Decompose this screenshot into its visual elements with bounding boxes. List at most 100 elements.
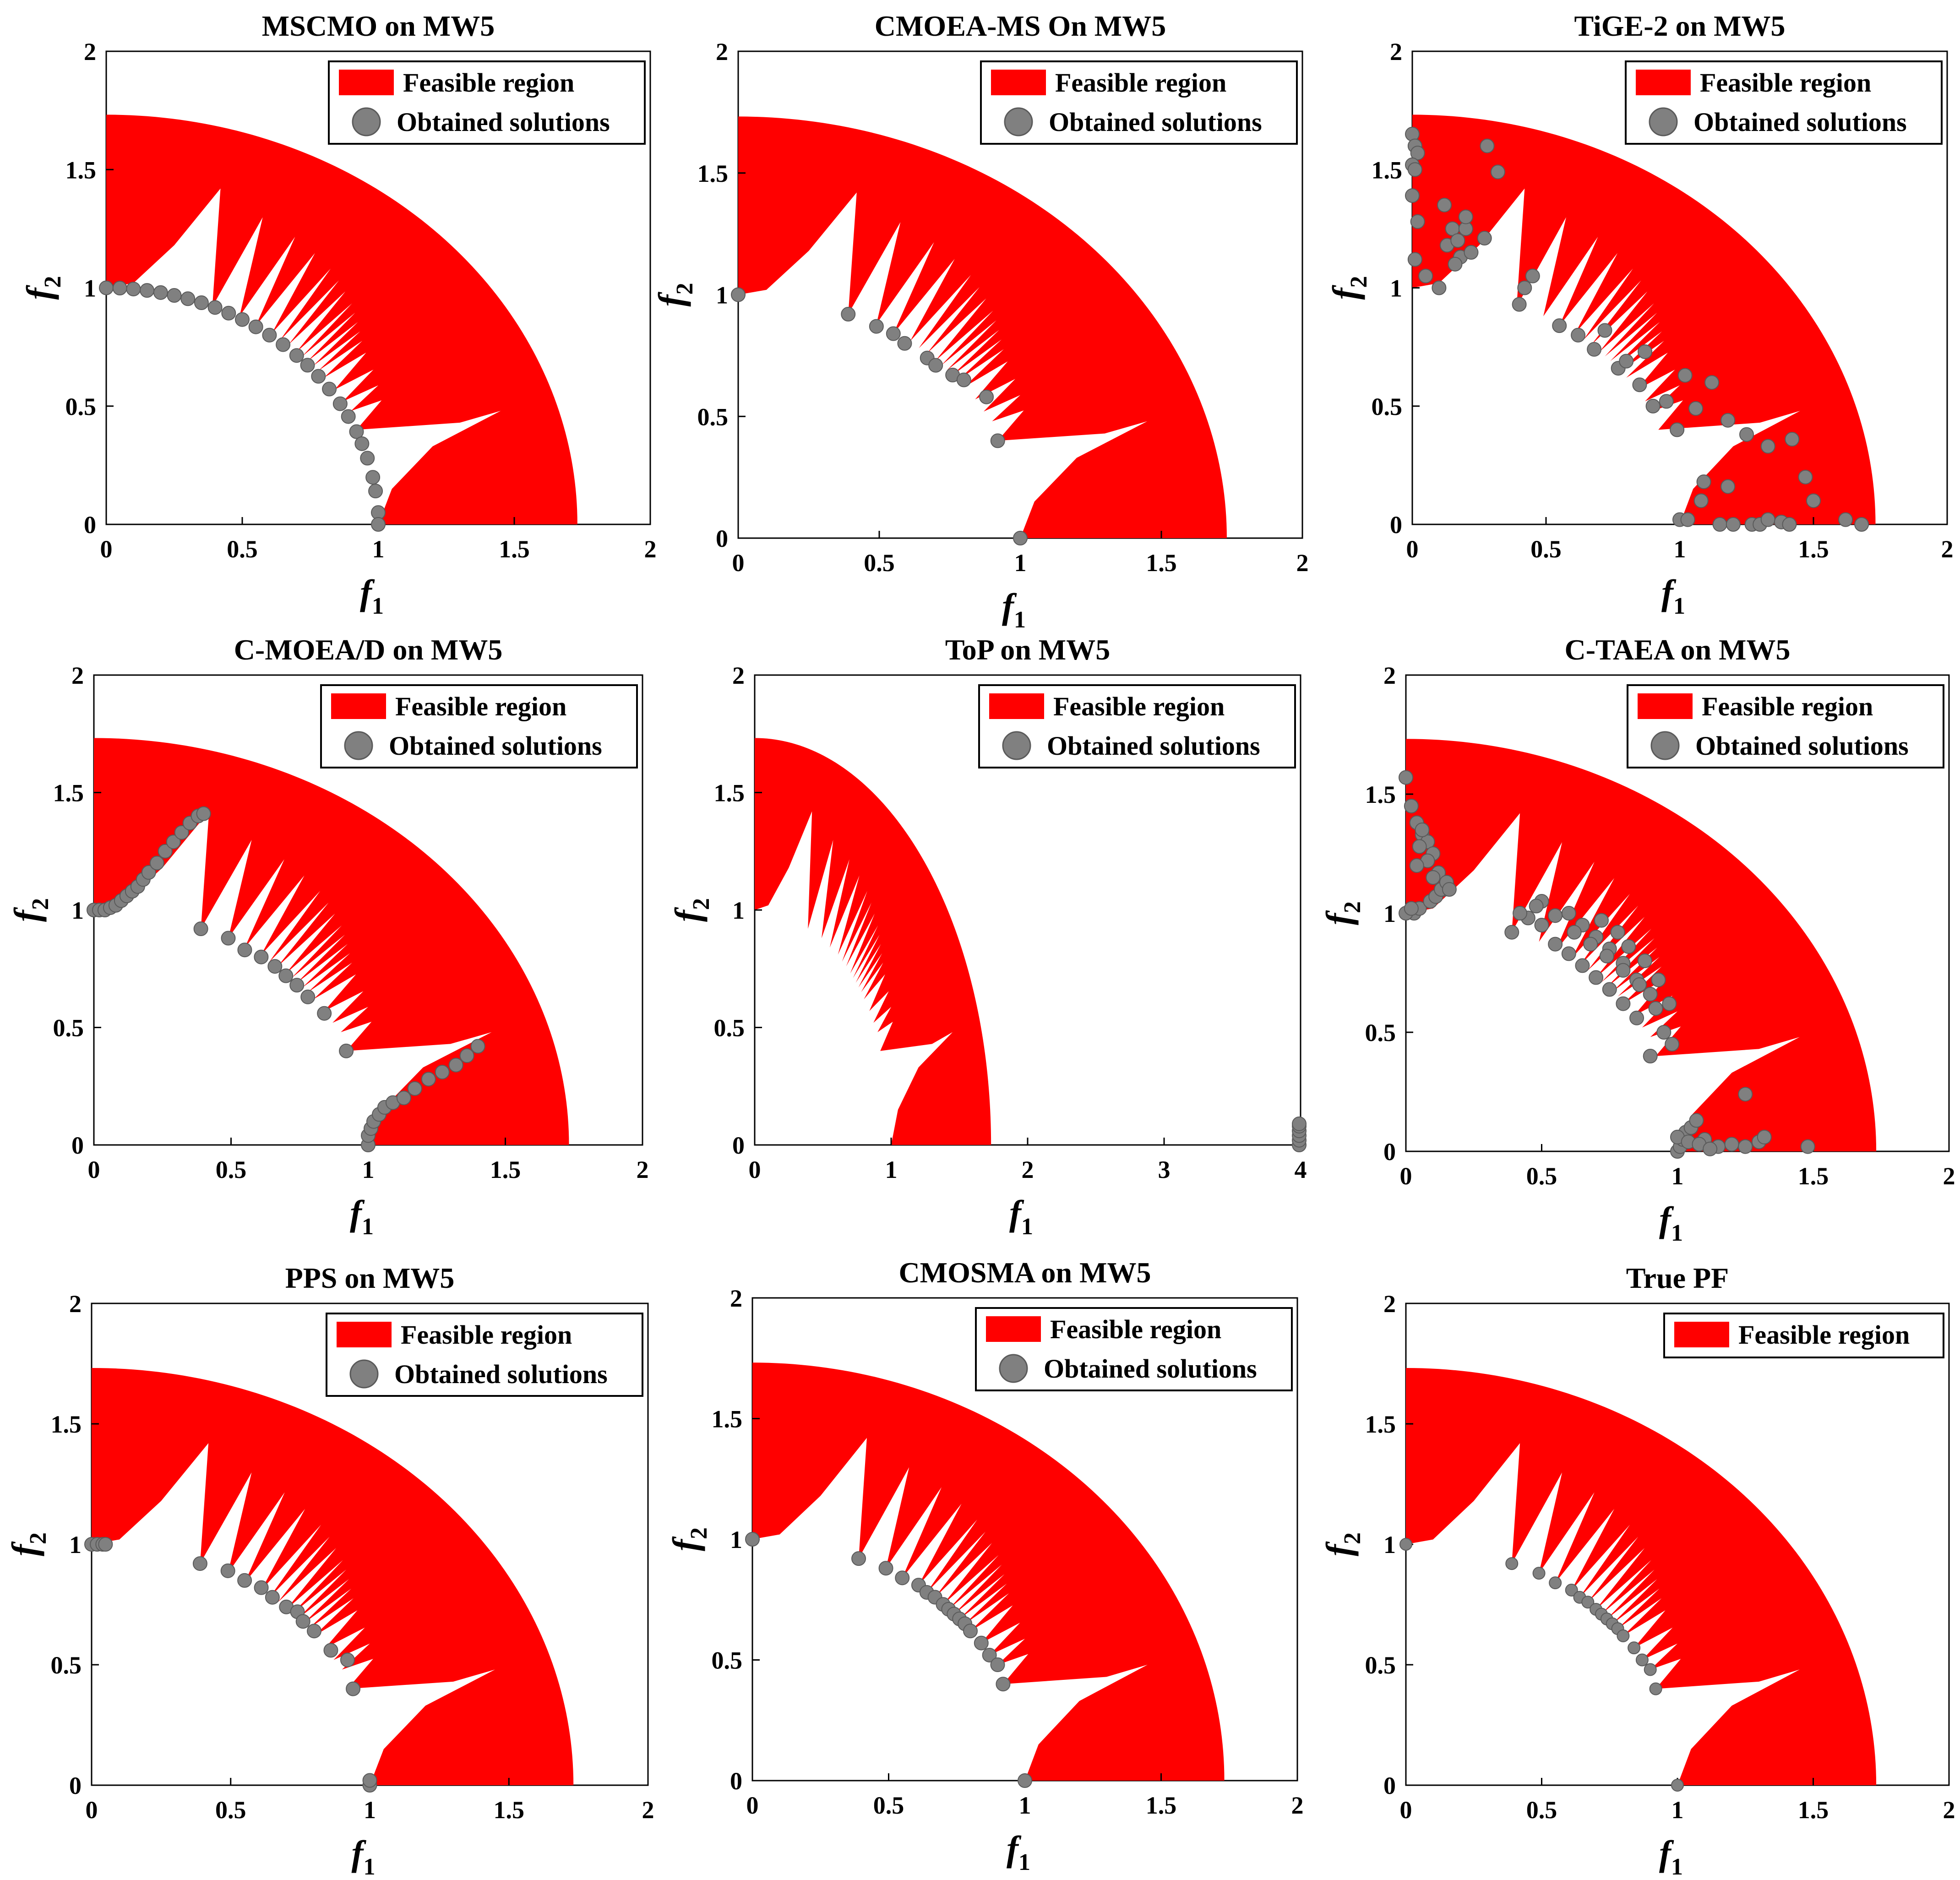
y-tick-label: 0 xyxy=(71,1132,84,1159)
solution-point xyxy=(1696,474,1711,490)
chart-title: TiGE-2 on MW5 xyxy=(1574,10,1785,42)
solution-point xyxy=(98,1537,113,1552)
y-tick-label: 1 xyxy=(732,897,745,924)
solution-point xyxy=(354,436,370,451)
chart-title: CMOSMA on MW5 xyxy=(898,1256,1151,1289)
solution-point xyxy=(1432,280,1447,295)
x-tick-label: 1.5 xyxy=(499,535,530,563)
y-tick-label: 2 xyxy=(1390,38,1402,65)
y-tick-label: 0.5 xyxy=(1365,1019,1396,1046)
pf-point xyxy=(1532,1567,1546,1580)
y-tick-label: 1 xyxy=(1390,275,1402,302)
solution-point xyxy=(1292,1116,1307,1131)
subplot-8: 0 0.5 1 1.5 2 0 0.5 1 1.5 2 CMOSMA on MW5 f1 f2 Feasi… xyxy=(665,1256,1304,1875)
x-tick-label: 0.5 xyxy=(1526,1796,1557,1824)
y-tick-label: 1 xyxy=(84,275,96,302)
solution-point xyxy=(346,1681,361,1696)
y-tick-label: 0 xyxy=(1383,1772,1396,1799)
solution-point xyxy=(1561,946,1576,961)
x-tick-label: 3 xyxy=(1158,1156,1171,1183)
solution-point xyxy=(192,1556,207,1571)
x-tick-label: 1 xyxy=(364,1796,376,1824)
solution-point xyxy=(1571,327,1586,343)
solution-point xyxy=(1712,517,1727,532)
solution-point xyxy=(221,305,236,321)
legend-solution-marker xyxy=(1004,107,1033,136)
solution-point xyxy=(1458,209,1473,224)
y-tick-label: 1.5 xyxy=(697,160,729,187)
feasible-region xyxy=(1412,114,1876,524)
x-tick-label: 1 xyxy=(372,535,385,563)
solution-point xyxy=(841,307,856,322)
solution-point xyxy=(1662,996,1677,1011)
solution-point xyxy=(1599,948,1614,964)
solution-point xyxy=(1621,939,1636,954)
solution-point xyxy=(300,358,315,373)
solution-point xyxy=(262,327,277,343)
y-tick-label: 1.5 xyxy=(1372,156,1403,184)
y-tick-label: 2 xyxy=(1383,662,1396,689)
x-axis-label: f1 xyxy=(1007,1829,1030,1875)
y-tick-label: 2 xyxy=(716,38,728,65)
x-tick-label: 1.5 xyxy=(1146,549,1177,577)
legend-solution-marker xyxy=(344,731,373,760)
solution-point xyxy=(1477,231,1492,246)
x-tick-label: 0.5 xyxy=(1526,1162,1557,1190)
chart-title: MSCMO on MW5 xyxy=(262,10,495,42)
solution-point xyxy=(1760,439,1775,454)
legend-solution-marker xyxy=(1002,731,1031,760)
pf-point xyxy=(1505,1557,1519,1570)
y-tick-label: 1.5 xyxy=(1365,781,1396,808)
x-tick-label: 1 xyxy=(1019,1792,1031,1819)
legend-feasible-label: Feasible region xyxy=(1055,68,1226,98)
solution-point xyxy=(1529,899,1544,914)
legend-feasible-swatch xyxy=(991,70,1046,95)
x-tick-label: 1 xyxy=(885,1156,898,1183)
solution-point xyxy=(1410,214,1425,229)
legend-solution-label: Obtained solutions xyxy=(1693,107,1907,137)
solution-point xyxy=(267,959,283,974)
solution-point xyxy=(1656,1025,1671,1040)
solution-point xyxy=(1838,512,1853,527)
x-axis-label: f1 xyxy=(350,1193,374,1240)
solution-point xyxy=(1490,164,1505,180)
solution-point xyxy=(1517,280,1532,295)
y-tick-label: 0 xyxy=(1390,511,1402,539)
y-tick-label: 2 xyxy=(730,1285,742,1312)
solution-point xyxy=(1782,517,1797,532)
solution-point xyxy=(360,451,375,466)
x-tick-label: 0 xyxy=(749,1156,761,1183)
x-tick-label: 0 xyxy=(1406,535,1419,563)
legend-solution-marker xyxy=(349,1359,379,1389)
solution-point xyxy=(1418,268,1433,283)
y-axis-label: f2 xyxy=(19,276,66,300)
solution-point xyxy=(237,943,252,958)
solution-point xyxy=(745,1532,760,1547)
legend-solution-label: Obtained solutions xyxy=(1049,107,1262,137)
solution-point xyxy=(1587,342,1602,357)
x-tick-label: 1.5 xyxy=(494,1796,525,1824)
feasible-region xyxy=(738,116,1227,539)
y-tick-label: 0.5 xyxy=(1365,1651,1396,1679)
y-tick-label: 0 xyxy=(732,1132,745,1159)
solution-point xyxy=(1513,906,1528,921)
solution-point xyxy=(897,336,912,351)
solution-point xyxy=(1480,138,1495,153)
solution-point xyxy=(1638,344,1653,359)
solution-point xyxy=(1512,297,1527,312)
solution-point xyxy=(1785,432,1800,447)
pf-point xyxy=(1565,1583,1578,1597)
x-tick-label: 0.5 xyxy=(215,1796,246,1824)
y-tick-label: 1.5 xyxy=(51,1411,82,1438)
solution-point xyxy=(1726,517,1741,532)
pf-point xyxy=(1671,1779,1684,1792)
subplot-4: 0 0.5 1 1.5 2 0 0.5 1 1.5 2 C-MOEA/D on MW5 f1 f2 Fea… xyxy=(7,633,649,1240)
solution-point xyxy=(1665,1037,1680,1052)
y-axis-label: f2 xyxy=(7,898,54,922)
x-axis-label: f1 xyxy=(1659,1833,1683,1880)
solution-point xyxy=(1504,925,1519,940)
solution-point xyxy=(112,281,127,296)
y-tick-label: 1.5 xyxy=(712,1406,743,1433)
solution-point xyxy=(289,978,305,993)
solution-point xyxy=(974,1635,989,1651)
